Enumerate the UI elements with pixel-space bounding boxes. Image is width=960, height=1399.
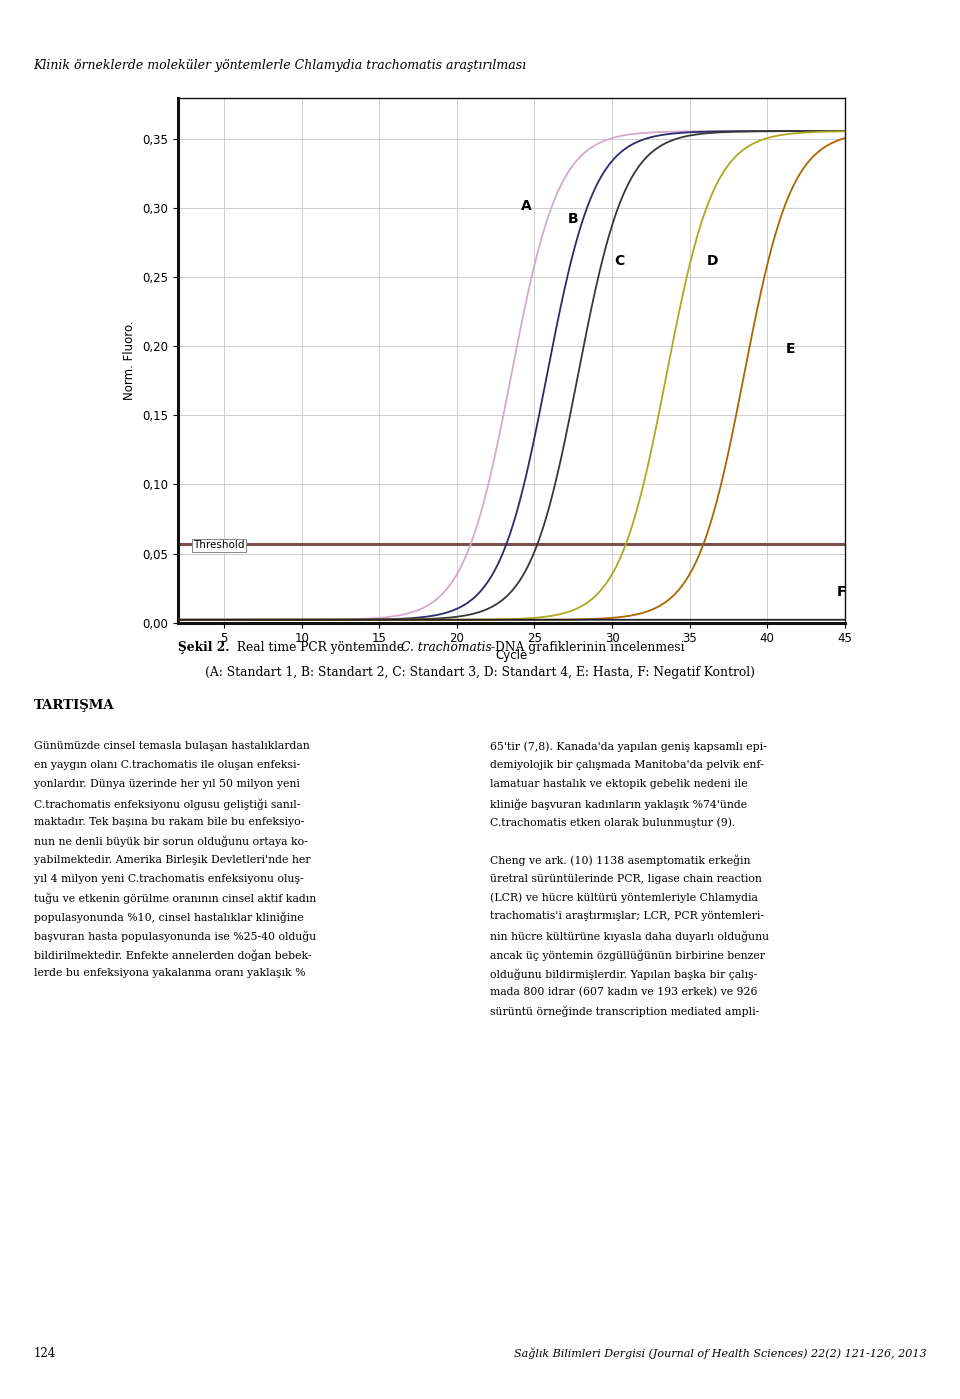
Text: Cheng ve ark. (10) 1138 asemptomatik erkeğin: Cheng ve ark. (10) 1138 asemptomatik erk… — [490, 855, 750, 866]
Text: 65'tir (7,8). Kanada'da yapılan geniş kapsamlı epi-: 65'tir (7,8). Kanada'da yapılan geniş ka… — [490, 741, 766, 753]
Text: lerde bu enfeksiyona yakalanma oranı yaklaşık %: lerde bu enfeksiyona yakalanma oranı yak… — [34, 968, 305, 978]
Text: 124: 124 — [34, 1347, 56, 1360]
Y-axis label: Norm. Fluoro.: Norm. Fluoro. — [123, 320, 136, 400]
Text: kliniğe başvuran kadınların yaklaşık %74'ünde: kliniğe başvuran kadınların yaklaşık %74… — [490, 797, 747, 810]
Text: bildirilmektedir. Enfekte annelerden doğan bebek-: bildirilmektedir. Enfekte annelerden doğ… — [34, 949, 311, 961]
Text: Threshold: Threshold — [193, 540, 245, 550]
Text: nin hücre kültürüne kıyasla daha duyarlı olduğunu: nin hücre kültürüne kıyasla daha duyarlı… — [490, 930, 769, 942]
Text: olduğunu bildirmişlerdir. Yapılan başka bir çalış-: olduğunu bildirmişlerdir. Yapılan başka … — [490, 968, 756, 979]
X-axis label: Cycle: Cycle — [495, 649, 527, 663]
Text: yıl 4 milyon yeni C.trachomatis enfeksiyonu oluş-: yıl 4 milyon yeni C.trachomatis enfeksiy… — [34, 873, 303, 884]
Text: E: E — [785, 343, 795, 357]
Text: mada 800 idrar (607 kadın ve 193 erkek) ve 926: mada 800 idrar (607 kadın ve 193 erkek) … — [490, 988, 757, 997]
Text: C: C — [614, 253, 625, 267]
Text: (A: Standart 1, B: Standart 2, C: Standart 3, D: Standart 4, E: Hasta, F: Negati: (A: Standart 1, B: Standart 2, C: Standa… — [205, 666, 755, 679]
Text: -DNA grafiklerinin incelenmesi: -DNA grafiklerinin incelenmesi — [491, 641, 684, 653]
Text: D: D — [708, 253, 719, 267]
Text: Klinik örneklerde moleküler yöntemlerle Chlamydia trachomatis araştırılması: Klinik örneklerde moleküler yöntemlerle … — [34, 59, 527, 71]
Text: tuğu ve etkenin görülme oranının cinsel aktif kadın: tuğu ve etkenin görülme oranının cinsel … — [34, 893, 316, 904]
Text: yabilmektedir. Amerika Birleşik Devletleri'nde her: yabilmektedir. Amerika Birleşik Devletle… — [34, 855, 310, 865]
Text: C. trachomatis: C. trachomatis — [401, 641, 492, 653]
Text: lamatuar hastalık ve ektopik gebelik nedeni ile: lamatuar hastalık ve ektopik gebelik ned… — [490, 779, 747, 789]
Text: Sağlık Bilimleri Dergisi (Journal of Health Sciences) 22(2) 121-126, 2013: Sağlık Bilimleri Dergisi (Journal of Hea… — [514, 1347, 926, 1358]
Text: yonlardır. Dünya üzerinde her yıl 50 milyon yeni: yonlardır. Dünya üzerinde her yıl 50 mil… — [34, 779, 300, 789]
Text: üretral sürüntülerinde PCR, ligase chain reaction: üretral sürüntülerinde PCR, ligase chain… — [490, 873, 761, 884]
Text: C.trachomatis enfeksiyonu olgusu geliştiği sanıl-: C.trachomatis enfeksiyonu olgusu gelişti… — [34, 797, 300, 810]
Text: trachomatis'i araştırmışlar; LCR, PCR yöntemleri-: trachomatis'i araştırmışlar; LCR, PCR yö… — [490, 912, 763, 922]
Text: ancak üç yöntemin özgüllüğünün birbirine benzer: ancak üç yöntemin özgüllüğünün birbirine… — [490, 949, 764, 961]
Text: A: A — [521, 199, 532, 213]
Text: TARTIŞMA: TARTIŞMA — [34, 700, 114, 712]
Text: maktadır. Tek başına bu rakam bile bu enfeksiyo-: maktadır. Tek başına bu rakam bile bu en… — [34, 817, 304, 827]
Text: B: B — [568, 213, 579, 227]
Text: en yaygın olanı C.trachomatis ile oluşan enfeksi-: en yaygın olanı C.trachomatis ile oluşan… — [34, 761, 300, 771]
Text: nun ne denli büyük bir sorun olduğunu ortaya ko-: nun ne denli büyük bir sorun olduğunu or… — [34, 837, 307, 848]
Text: sürüntü örneğinde transcription mediated ampli-: sürüntü örneğinde transcription mediated… — [490, 1006, 758, 1017]
Text: populasyonunda %10, cinsel hastalıklar kliniğine: populasyonunda %10, cinsel hastalıklar k… — [34, 912, 303, 923]
Text: Günümüzde cinsel temasla bulaşan hastalıklardan: Günümüzde cinsel temasla bulaşan hastalı… — [34, 741, 309, 751]
Text: demiyolojik bir çalışmada Manitoba'da pelvik enf-: demiyolojik bir çalışmada Manitoba'da pe… — [490, 761, 763, 771]
Text: F: F — [837, 585, 847, 599]
Text: C.trachomatis etken olarak bulunmuştur (9).: C.trachomatis etken olarak bulunmuştur (… — [490, 817, 735, 828]
Text: (LCR) ve hücre kültürü yöntemleriyle Chlamydia: (LCR) ve hücre kültürü yöntemleriyle Chl… — [490, 893, 757, 904]
Text: Şekil 2.: Şekil 2. — [178, 641, 229, 653]
Text: başvuran hasta populasyonunda ise %25-40 olduğu: başvuran hasta populasyonunda ise %25-40… — [34, 930, 316, 942]
Text: Real time PCR yönteminde: Real time PCR yönteminde — [233, 641, 408, 653]
